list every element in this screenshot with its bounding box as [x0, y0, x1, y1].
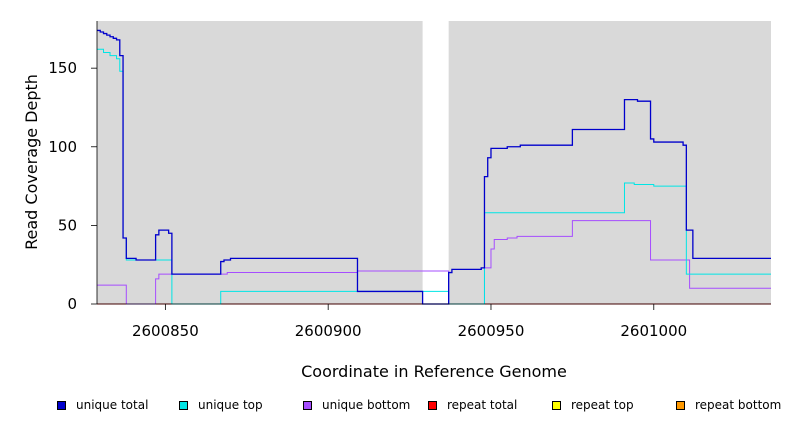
x-tick-label: 2600900: [295, 322, 362, 340]
legend-swatch-repeat-total: [428, 400, 437, 410]
legend-item-repeat-top: repeat top: [552, 398, 634, 412]
x-ticks: 2600850 2600900 2600950 2601000: [132, 304, 687, 340]
y-tick-label: 150: [48, 59, 77, 77]
legend-item-unique-total: unique total: [57, 398, 148, 412]
legend-label-unique-top: unique top: [198, 398, 263, 412]
y-tick-label: 50: [58, 216, 77, 234]
y-tick-label: 0: [67, 295, 77, 313]
legend-label-repeat-top: repeat top: [571, 398, 634, 412]
gap-region: [422, 21, 449, 304]
legend-swatch-unique-top: [179, 400, 188, 410]
y-tick-label: 100: [48, 138, 77, 156]
legend-label-repeat-total: repeat total: [447, 398, 518, 412]
legend: unique total unique top unique bottom re…: [0, 398, 792, 420]
legend-item-repeat-bottom: repeat bottom: [676, 398, 781, 412]
legend-item-repeat-total: repeat total: [428, 398, 517, 412]
legend-label-repeat-bottom: repeat bottom: [695, 398, 782, 412]
series-line-unique-total: [97, 29, 771, 305]
legend-item-unique-top: unique top: [179, 398, 263, 412]
x-tick-label: 2600950: [458, 322, 525, 340]
y-ticks: 0 50 100 150: [48, 59, 97, 313]
x-tick-label: 2601000: [620, 322, 687, 340]
legend-swatch-unique-total: [57, 400, 66, 410]
legend-swatch-repeat-top: [552, 400, 561, 410]
legend-label-unique-bottom: unique bottom: [322, 398, 411, 412]
legend-item-unique-bottom: unique bottom: [303, 398, 410, 412]
x-tick-label: 2600850: [132, 322, 199, 340]
legend-swatch-unique-bottom: [303, 400, 312, 410]
x-axis-title: Coordinate in Reference Genome: [301, 362, 567, 381]
y-axis-title: Read Coverage Depth: [22, 74, 41, 250]
legend-label-unique-total: unique total: [76, 398, 149, 412]
legend-swatch-repeat-bottom: [676, 400, 685, 410]
